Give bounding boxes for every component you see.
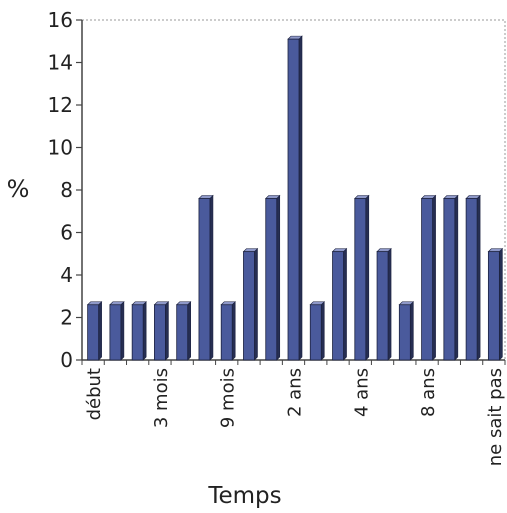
bar-front [443,198,456,361]
bar-front [287,38,300,361]
x-tick-label: 4 ans [351,368,372,417]
bar [153,301,170,361]
y-tick-label: 8 [60,178,73,202]
bar [287,35,303,361]
bar-front [220,304,233,361]
bar-front [421,198,433,361]
bar-front [109,304,122,361]
bar-side [231,301,236,361]
bar-side [276,194,281,361]
x-tick-label: 2 ans [285,368,306,417]
bar-side [365,194,370,361]
y-tick-label: 10 [48,136,73,160]
bar [487,247,504,361]
bar-front [487,251,500,361]
bar-side [209,194,214,361]
bar-side [254,247,258,361]
y-tick-label: 0 [60,348,73,372]
bar-front [332,251,344,361]
x-tick-label: début [84,368,105,420]
bar-side [298,35,303,361]
y-tick-label: 14 [48,51,73,75]
x-tick-label: 3 mois [151,368,172,428]
bar [331,247,348,361]
bar [443,194,459,361]
bar-side [187,301,191,361]
bar-side [387,247,392,361]
y-tick-label: 12 [48,93,73,117]
bar-side [343,247,347,361]
bar [220,301,236,361]
bar-front [176,304,189,361]
x-tick-label: 9 mois [218,368,239,428]
bar-front [243,251,255,361]
bar-front [465,198,478,361]
bar [242,247,259,361]
x-tick-label: ne sait pas [485,368,506,466]
bar-front [131,304,144,361]
bar-front [265,198,278,361]
x-axis: début 3 mois 9 mois 2 ans 4 ans 8 ans ne sait … [81,360,506,466]
bar-side [165,301,169,361]
bar-side [454,194,459,361]
bar [465,194,481,361]
bar [265,194,281,361]
bar-front [309,304,322,361]
bar [354,194,370,361]
y-tick-label: 4 [60,263,73,287]
bar [198,194,214,361]
bar-side [476,194,481,361]
bar [376,247,392,361]
bar-side [410,301,414,361]
bar-side [320,301,325,361]
bars-layer [86,35,504,361]
bar-side [432,194,436,361]
bar-side [120,301,125,361]
bar [109,301,125,361]
bar-front [376,251,389,361]
bar-front [87,304,100,361]
bar [398,301,415,361]
bar-side [142,301,147,361]
y-axis: 0 2 4 6 8 10 12 14 16 [48,8,82,372]
x-axis-label: Temps [207,483,281,509]
bar-front [198,198,211,361]
x-tick-label: 8 ans [418,368,439,417]
bar [309,301,325,361]
bar-front [398,304,411,361]
bar-side [499,247,503,361]
bar-front [354,198,367,361]
bar [420,194,437,361]
bar [175,301,192,361]
bar-front [154,304,166,361]
y-tick-label: 2 [60,306,73,330]
y-tick-label: 16 [48,8,73,32]
y-tick-label: 6 [60,221,73,245]
y-axis-label: % [7,175,30,203]
bar [131,301,147,361]
bar [86,301,103,361]
bar-side [98,301,102,361]
